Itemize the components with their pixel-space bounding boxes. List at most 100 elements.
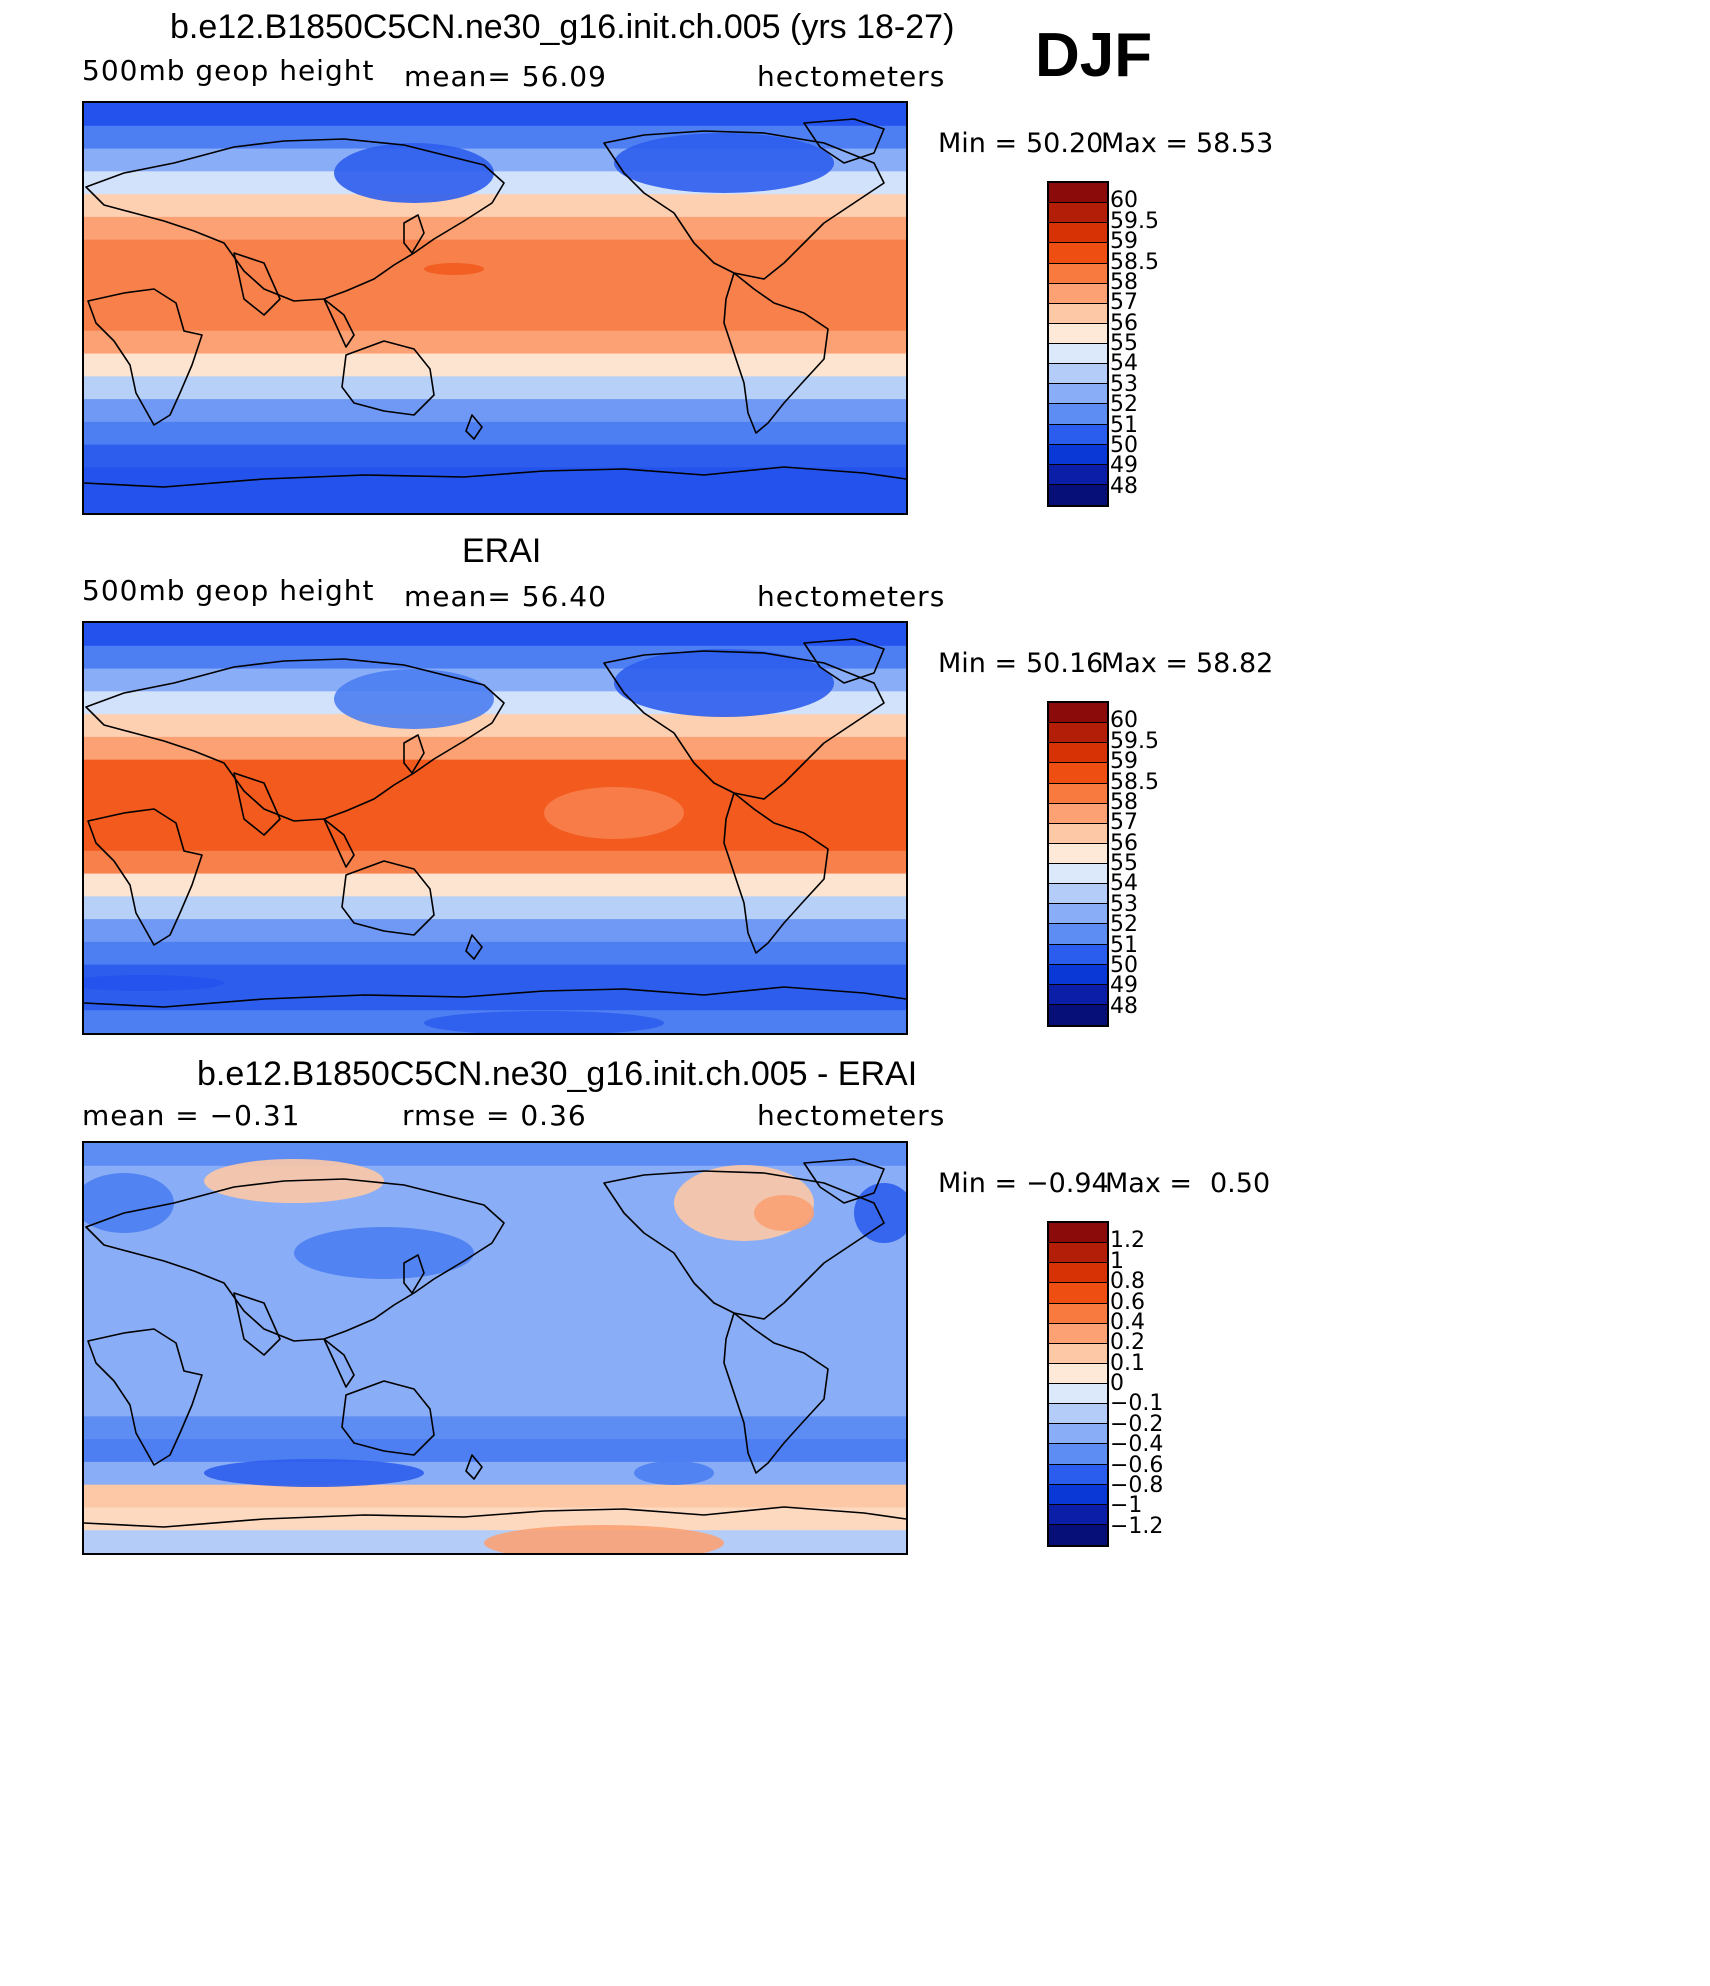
map-plot [82,101,908,515]
colorbar-tick-label: 56 [1110,310,1138,336]
coastline [803,1158,885,1204]
contour-band [84,1302,906,1327]
contour-band [84,262,906,287]
colorbar-tick-label: 0.4 [1110,1309,1145,1335]
contour-feature [204,1459,424,1487]
colorbar-swatch [1049,964,1107,985]
max-label: Max = [1101,648,1189,679]
contour-band [84,736,906,761]
contour-feature [84,975,224,991]
min-label: Min = [938,648,1018,679]
colorbar-swatch [1049,1464,1107,1485]
contour-feature [424,263,484,275]
colorbar-tick-label: 55 [1110,331,1138,356]
coastline [341,1380,435,1456]
colorbar-swatch [1049,884,1107,905]
contour-band [84,376,906,401]
colorbar-swatch [1049,783,1107,804]
colorbar-tick-label: 1 [1110,1248,1124,1274]
colorbar-swatch [1049,323,1107,344]
colorbar-swatch [1049,723,1107,744]
contour-band [84,623,906,647]
coastline [84,986,906,1008]
contour-band [84,1325,906,1349]
min-value: 50.20 [1026,128,1104,159]
mean-label: mean= 56.40 [404,580,607,613]
colorbar-swatch [1049,1444,1107,1465]
coastline [87,1328,203,1466]
colorbar-swatch [1049,984,1107,1005]
colorbar-swatch [1049,1404,1107,1425]
coastline [341,340,435,416]
contour-map [84,1143,906,1553]
colorbar-tick-label: 59.5 [1110,208,1159,234]
colorbar-tick-label: 0.6 [1110,1289,1145,1315]
colorbar-tick-label: 0 [1110,1371,1124,1396]
coastline [603,1170,885,1320]
max-value: 58.53 [1196,128,1274,159]
max-label: Max = [1105,1168,1193,1199]
units-label: hectometers [757,580,946,613]
contour-feature [854,1183,906,1243]
colorbar-tick-label: 53 [1110,371,1138,397]
contour-band [84,1348,906,1372]
coastline [85,658,505,822]
colorbar-swatch [1049,1424,1107,1445]
coastline [465,414,483,440]
colorbar-swatch [1049,803,1107,824]
contour-band [84,285,906,309]
coastline [233,772,281,836]
colorbar-swatch [1049,1243,1107,1264]
colorbar-tick-label: 59.5 [1110,728,1159,754]
max-label: Max = [1101,128,1189,159]
colorbar-tick-label: 58.5 [1110,769,1159,795]
colorbar-tick-label: 59 [1110,749,1138,775]
colorbar-swatch [1049,364,1107,385]
coastline [87,808,203,946]
colorbar-tick-label: 52 [1110,392,1138,418]
contour-band [84,353,906,378]
colorbar-swatch [1049,1283,1107,1304]
colorbar-tick-label: 57 [1110,290,1138,316]
rmse-label: rmse = 0.36 [402,1099,587,1132]
coastline [341,860,435,936]
contour-band [84,103,906,127]
colorbar-swatch [1049,823,1107,844]
colorbar-tick-label: 54 [1110,871,1138,897]
colorbar-swatch [1049,1223,1107,1244]
season-label: DJF [1035,21,1153,90]
coastline [723,1312,829,1474]
coastline [233,1292,281,1356]
panel-title: ERAI [462,532,542,570]
colorbar-swatch [1049,944,1107,965]
coastline [403,214,425,254]
contour-feature [294,1227,474,1279]
colorbar-tick-label: 54 [1110,351,1138,377]
coastline [323,1338,355,1388]
contour-band [84,759,906,784]
colorbar-swatch [1049,303,1107,324]
colorbar-swatch [1049,1303,1107,1324]
colorbar-swatch [1049,424,1107,445]
colorbar-swatch [1049,183,1107,204]
contour-band [84,490,906,513]
contour-band [84,1370,906,1395]
min-value: 50.16 [1026,648,1104,679]
colorbar-tick-label: 49 [1110,973,1138,999]
units-label: hectometers [757,1099,946,1132]
coastline [723,272,829,434]
contour-band [84,919,906,943]
map-plot [82,1141,908,1555]
contour-feature [634,1461,714,1485]
colorbar-swatch [1049,203,1107,224]
colorbar-tick-label: −0.6 [1110,1452,1164,1478]
coastline [85,1178,505,1342]
contour-band [84,828,906,852]
colorbar-tick-label: 52 [1110,912,1138,938]
colorbar-swatch [1049,1263,1107,1284]
coastline [323,818,355,868]
colorbar-swatch [1049,743,1107,764]
coastline [465,1454,483,1480]
colorbar-swatch [1049,703,1107,724]
contour-band [84,782,906,807]
